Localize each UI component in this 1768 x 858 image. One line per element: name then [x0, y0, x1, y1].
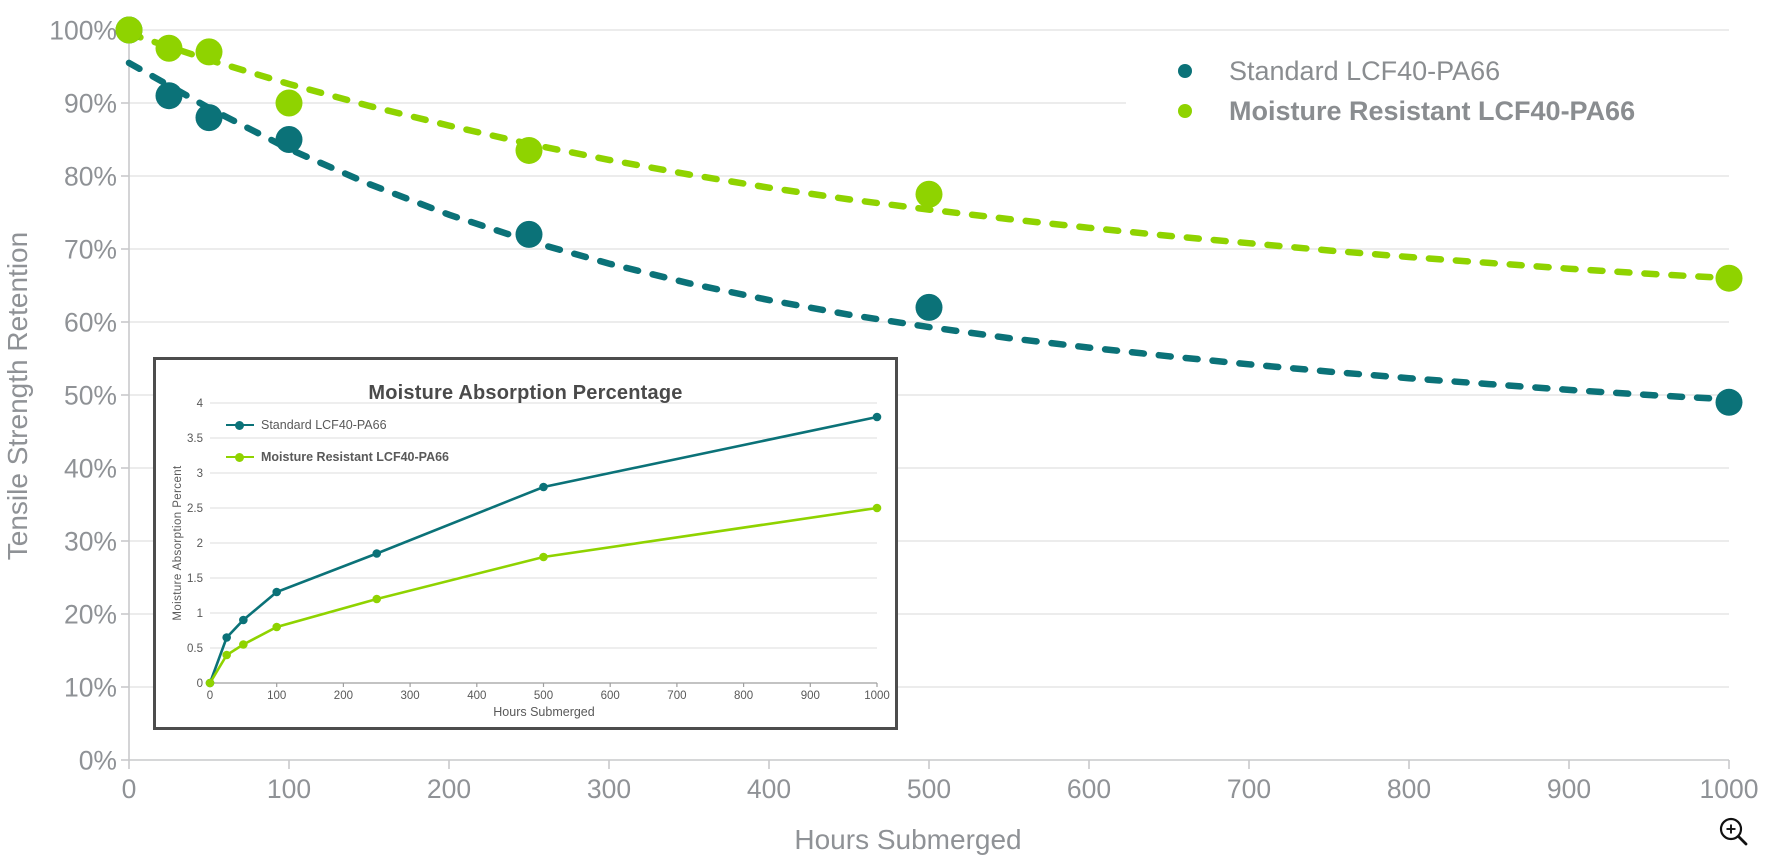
- svg-text:300: 300: [587, 774, 631, 804]
- zoom-in-icon[interactable]: [1712, 810, 1756, 854]
- svg-text:0: 0: [207, 690, 213, 702]
- svg-text:600: 600: [601, 690, 620, 702]
- legend-label-standard: Standard LCF40-PA66: [1229, 55, 1501, 86]
- standard-dot-marker: [235, 420, 244, 430]
- svg-text:0%: 0%: [79, 746, 117, 776]
- inset-legend-item-moisture-resistant: Moisture Resistant LCF40-PA66: [226, 450, 449, 464]
- svg-text:1000: 1000: [1700, 774, 1759, 804]
- svg-text:0: 0: [197, 678, 203, 690]
- moisture-resistant-line-marker: [226, 452, 254, 462]
- svg-text:800: 800: [1387, 774, 1431, 804]
- svg-text:10%: 10%: [64, 673, 117, 703]
- svg-text:2.5: 2.5: [187, 503, 203, 515]
- legend-label-moisture-resistant: Moisture Resistant LCF40-PA66: [1229, 95, 1636, 126]
- moisture-absorption-inset: 0 100 200 300 400 500 600 700 800 900 1000 0 0.5 1 1.5…: [153, 357, 898, 730]
- x-axis-title: Hours Submerged: [794, 824, 1022, 855]
- moisture-resistant-series-marker: [1178, 104, 1192, 118]
- svg-text:1: 1: [197, 608, 203, 620]
- svg-text:500: 500: [907, 774, 951, 804]
- svg-text:3.5: 3.5: [187, 433, 203, 445]
- svg-text:0.5: 0.5: [187, 643, 203, 655]
- svg-text:90%: 90%: [64, 89, 117, 119]
- svg-text:1000: 1000: [864, 690, 890, 702]
- svg-text:400: 400: [467, 690, 486, 702]
- svg-text:20%: 20%: [64, 600, 117, 630]
- standard-series-marker: [1178, 64, 1192, 78]
- svg-text:600: 600: [1067, 774, 1111, 804]
- svg-text:100: 100: [267, 774, 311, 804]
- inset-plot: 0 100 200 300 400 500 600 700 800 900 1000 0 0.5 1 1.5…: [187, 398, 890, 702]
- svg-text:400: 400: [747, 774, 791, 804]
- svg-text:1.5: 1.5: [187, 573, 203, 585]
- svg-text:4: 4: [197, 398, 204, 410]
- svg-text:30%: 30%: [64, 527, 117, 557]
- moisture-resistant-dot-marker: [235, 452, 244, 462]
- standard-line-marker: [226, 420, 254, 430]
- svg-text:200: 200: [334, 690, 353, 702]
- svg-text:40%: 40%: [64, 454, 117, 484]
- svg-text:3: 3: [197, 468, 203, 480]
- inset-title: Moisture Absorption Percentage: [368, 382, 683, 404]
- svg-text:2: 2: [197, 538, 203, 550]
- inset-legend-label-standard: Standard LCF40-PA66: [261, 418, 387, 432]
- svg-text:800: 800: [734, 690, 753, 702]
- legend-item-standard: Standard LCF40-PA66: [1178, 56, 1768, 87]
- svg-text:0: 0: [122, 774, 137, 804]
- legend: Standard LCF40-PA66 Moisture Resistant L…: [1126, 40, 1768, 142]
- svg-text:300: 300: [401, 690, 420, 702]
- svg-text:80%: 80%: [64, 162, 117, 192]
- legend-item-moisture-resistant: Moisture Resistant LCF40-PA66: [1178, 96, 1768, 127]
- svg-text:900: 900: [801, 690, 820, 702]
- svg-text:100%: 100%: [49, 16, 117, 46]
- svg-text:60%: 60%: [64, 308, 117, 338]
- svg-text:500: 500: [534, 690, 553, 702]
- inset-legend-label-moisture-resistant: Moisture Resistant LCF40-PA66: [261, 450, 450, 464]
- y-axis-title: Tensile Strength Retention: [2, 231, 33, 561]
- inset-y-axis-title: Moisture Absorption Percent: [172, 465, 184, 621]
- svg-text:100: 100: [267, 690, 286, 702]
- svg-text:50%: 50%: [64, 381, 117, 411]
- inset-x-axis-title: Hours Submerged: [493, 705, 595, 719]
- svg-text:200: 200: [427, 774, 471, 804]
- svg-text:700: 700: [667, 690, 686, 702]
- inset-legend-item-standard: Standard LCF40-PA66: [226, 418, 387, 432]
- svg-text:70%: 70%: [64, 235, 117, 265]
- svg-text:700: 700: [1227, 774, 1271, 804]
- svg-text:900: 900: [1547, 774, 1591, 804]
